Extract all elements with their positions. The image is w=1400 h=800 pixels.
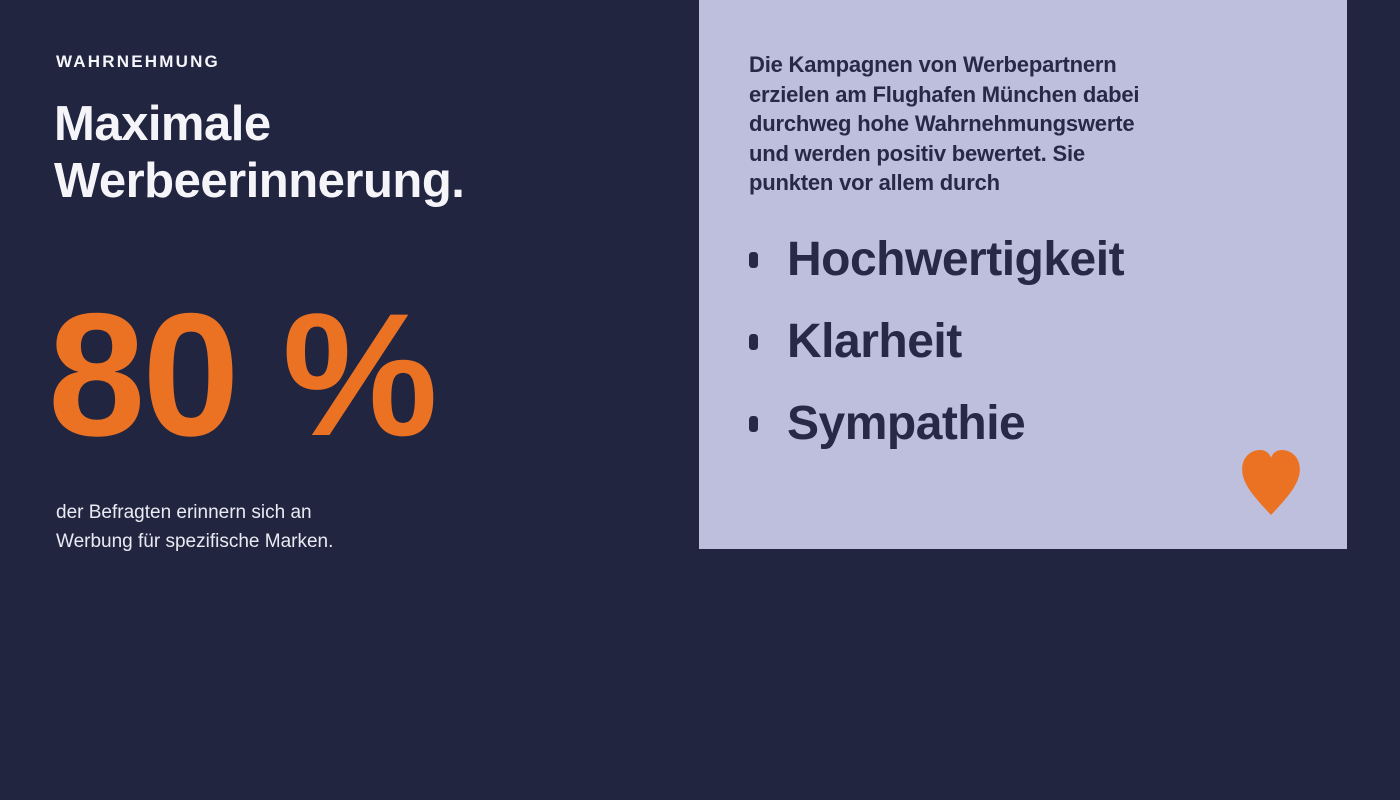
- page-title-line: Werbeerinnerung.: [54, 154, 465, 208]
- stat-caption: der Befragten erinnern sich an Werbung f…: [56, 498, 333, 556]
- bullet-marker-icon: [749, 251, 758, 268]
- bullet-label: Sympathie: [787, 397, 1026, 450]
- heart-icon: [1240, 448, 1302, 516]
- page-title-line: Maximale: [54, 97, 271, 151]
- list-item: Klarheit: [749, 314, 1299, 370]
- panel-intro-line: punkten vor allem durch: [749, 170, 1000, 195]
- stat-caption-line: der Befragten erinnern sich an: [56, 502, 312, 523]
- panel-intro-line: und werden positiv bewertet. Sie: [749, 140, 1085, 166]
- bullet-marker-icon: [749, 333, 758, 350]
- page-title: Maximale Werbeerinnerung.: [54, 96, 465, 210]
- stat-caption-line: Werbung für spezifische Marken.: [56, 531, 334, 552]
- panel-intro-line: Die Kampagnen von Werbepartnern: [749, 52, 1117, 77]
- heart-icon-shape: [1242, 450, 1300, 515]
- stat-value: 80 %: [48, 278, 438, 473]
- panel-intro-text: Die Kampagnen von Werbepartnern erzielen…: [749, 50, 1299, 198]
- quality-bullet-list: Hochwertigkeit Klarheit Sympathie: [749, 232, 1299, 452]
- info-panel: Die Kampagnen von Werbepartnern erzielen…: [699, 0, 1347, 549]
- bullet-label: Hochwertigkeit: [787, 233, 1125, 286]
- panel-intro-line: durchweg hohe Wahrnehmungswerte: [749, 111, 1135, 136]
- bullet-label: Klarheit: [787, 315, 962, 368]
- panel-intro-line: erzielen am Flughafen München dabei: [749, 81, 1140, 107]
- bullet-marker-icon: [749, 415, 758, 432]
- eyebrow-label: WAHRNEHMUNG: [56, 52, 220, 71]
- list-item: Hochwertigkeit: [749, 232, 1299, 288]
- list-item: Sympathie: [749, 396, 1299, 452]
